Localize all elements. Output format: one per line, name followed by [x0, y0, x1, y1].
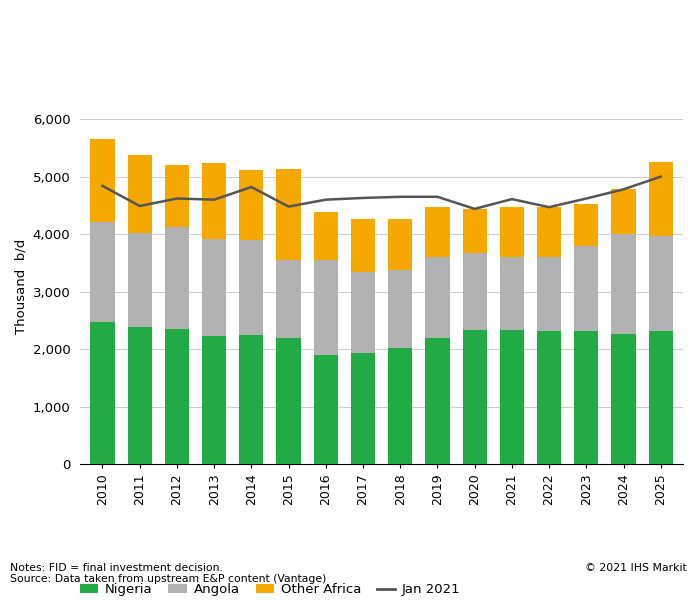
Jan 2021 [210, 196, 218, 204]
Jan 2021 [396, 193, 404, 200]
Bar [388, 348, 413, 464]
Bar [500, 256, 524, 330]
Jan 2021 [359, 194, 367, 202]
Bar [537, 257, 561, 331]
Bar [91, 139, 114, 221]
Bar [277, 169, 300, 260]
Bar [351, 353, 375, 464]
Bar [164, 165, 189, 227]
Jan 2021 [470, 205, 479, 213]
Bar [351, 272, 375, 353]
Bar [574, 204, 599, 246]
Bar [128, 233, 152, 327]
Bar [128, 327, 152, 464]
Jan 2021 [173, 195, 181, 202]
Bar [277, 338, 300, 464]
Bar [314, 355, 338, 464]
Bar [611, 335, 636, 464]
Jan 2021 [135, 202, 144, 210]
Bar [611, 189, 636, 234]
Bar [164, 227, 189, 328]
Bar [164, 328, 189, 464]
Bar [425, 257, 450, 338]
Bar [314, 260, 338, 355]
Jan 2021 [434, 193, 442, 200]
Jan 2021 [98, 182, 107, 189]
Bar [463, 253, 487, 330]
Bar [314, 212, 338, 260]
Bar [128, 155, 152, 233]
Legend: Nigeria, Angola, Other Africa, Jan 2021: Nigeria, Angola, Other Africa, Jan 2021 [75, 578, 466, 601]
Bar [463, 209, 487, 253]
Bar [388, 219, 413, 271]
Bar [351, 219, 375, 272]
Jan 2021 [284, 203, 293, 210]
Bar [425, 338, 450, 464]
Jan 2021 [657, 173, 665, 180]
Bar [202, 239, 227, 336]
Bar [425, 207, 450, 257]
Jan 2021 [321, 196, 330, 204]
Bar [239, 335, 263, 464]
Text: © 2021 IHS Markit: © 2021 IHS Markit [585, 563, 687, 573]
Bar [202, 164, 227, 239]
Jan 2021 [582, 195, 590, 202]
Bar [91, 221, 114, 322]
Bar [463, 330, 487, 464]
Line: Jan 2021: Jan 2021 [102, 177, 661, 209]
Jan 2021 [247, 183, 256, 191]
Bar [202, 336, 227, 464]
Bar [649, 162, 673, 236]
Jan 2021 [545, 204, 553, 211]
Bar [239, 170, 263, 240]
Bar [574, 331, 599, 464]
Bar [91, 322, 114, 464]
Bar [500, 330, 524, 464]
Bar [611, 234, 636, 335]
Bar [537, 331, 561, 464]
Bar [537, 207, 561, 257]
Jan 2021 [620, 186, 628, 193]
Bar [388, 271, 413, 348]
Bar [649, 236, 673, 331]
Bar [649, 331, 673, 464]
Jan 2021 [507, 196, 516, 203]
Bar [574, 246, 599, 331]
Bar [500, 207, 524, 256]
Text: Notes: FID = final investment decision.
Source: Data taken from upstream E&P con: Notes: FID = final investment decision. … [10, 563, 327, 584]
Bar [239, 240, 263, 335]
Text: Sub-Saharan Africa five-year crude and condensate
capacity outlook (FID and star: Sub-Saharan Africa five-year crude and c… [9, 27, 516, 70]
Bar [277, 260, 300, 338]
Y-axis label: Thousand  b/d: Thousand b/d [14, 239, 27, 333]
